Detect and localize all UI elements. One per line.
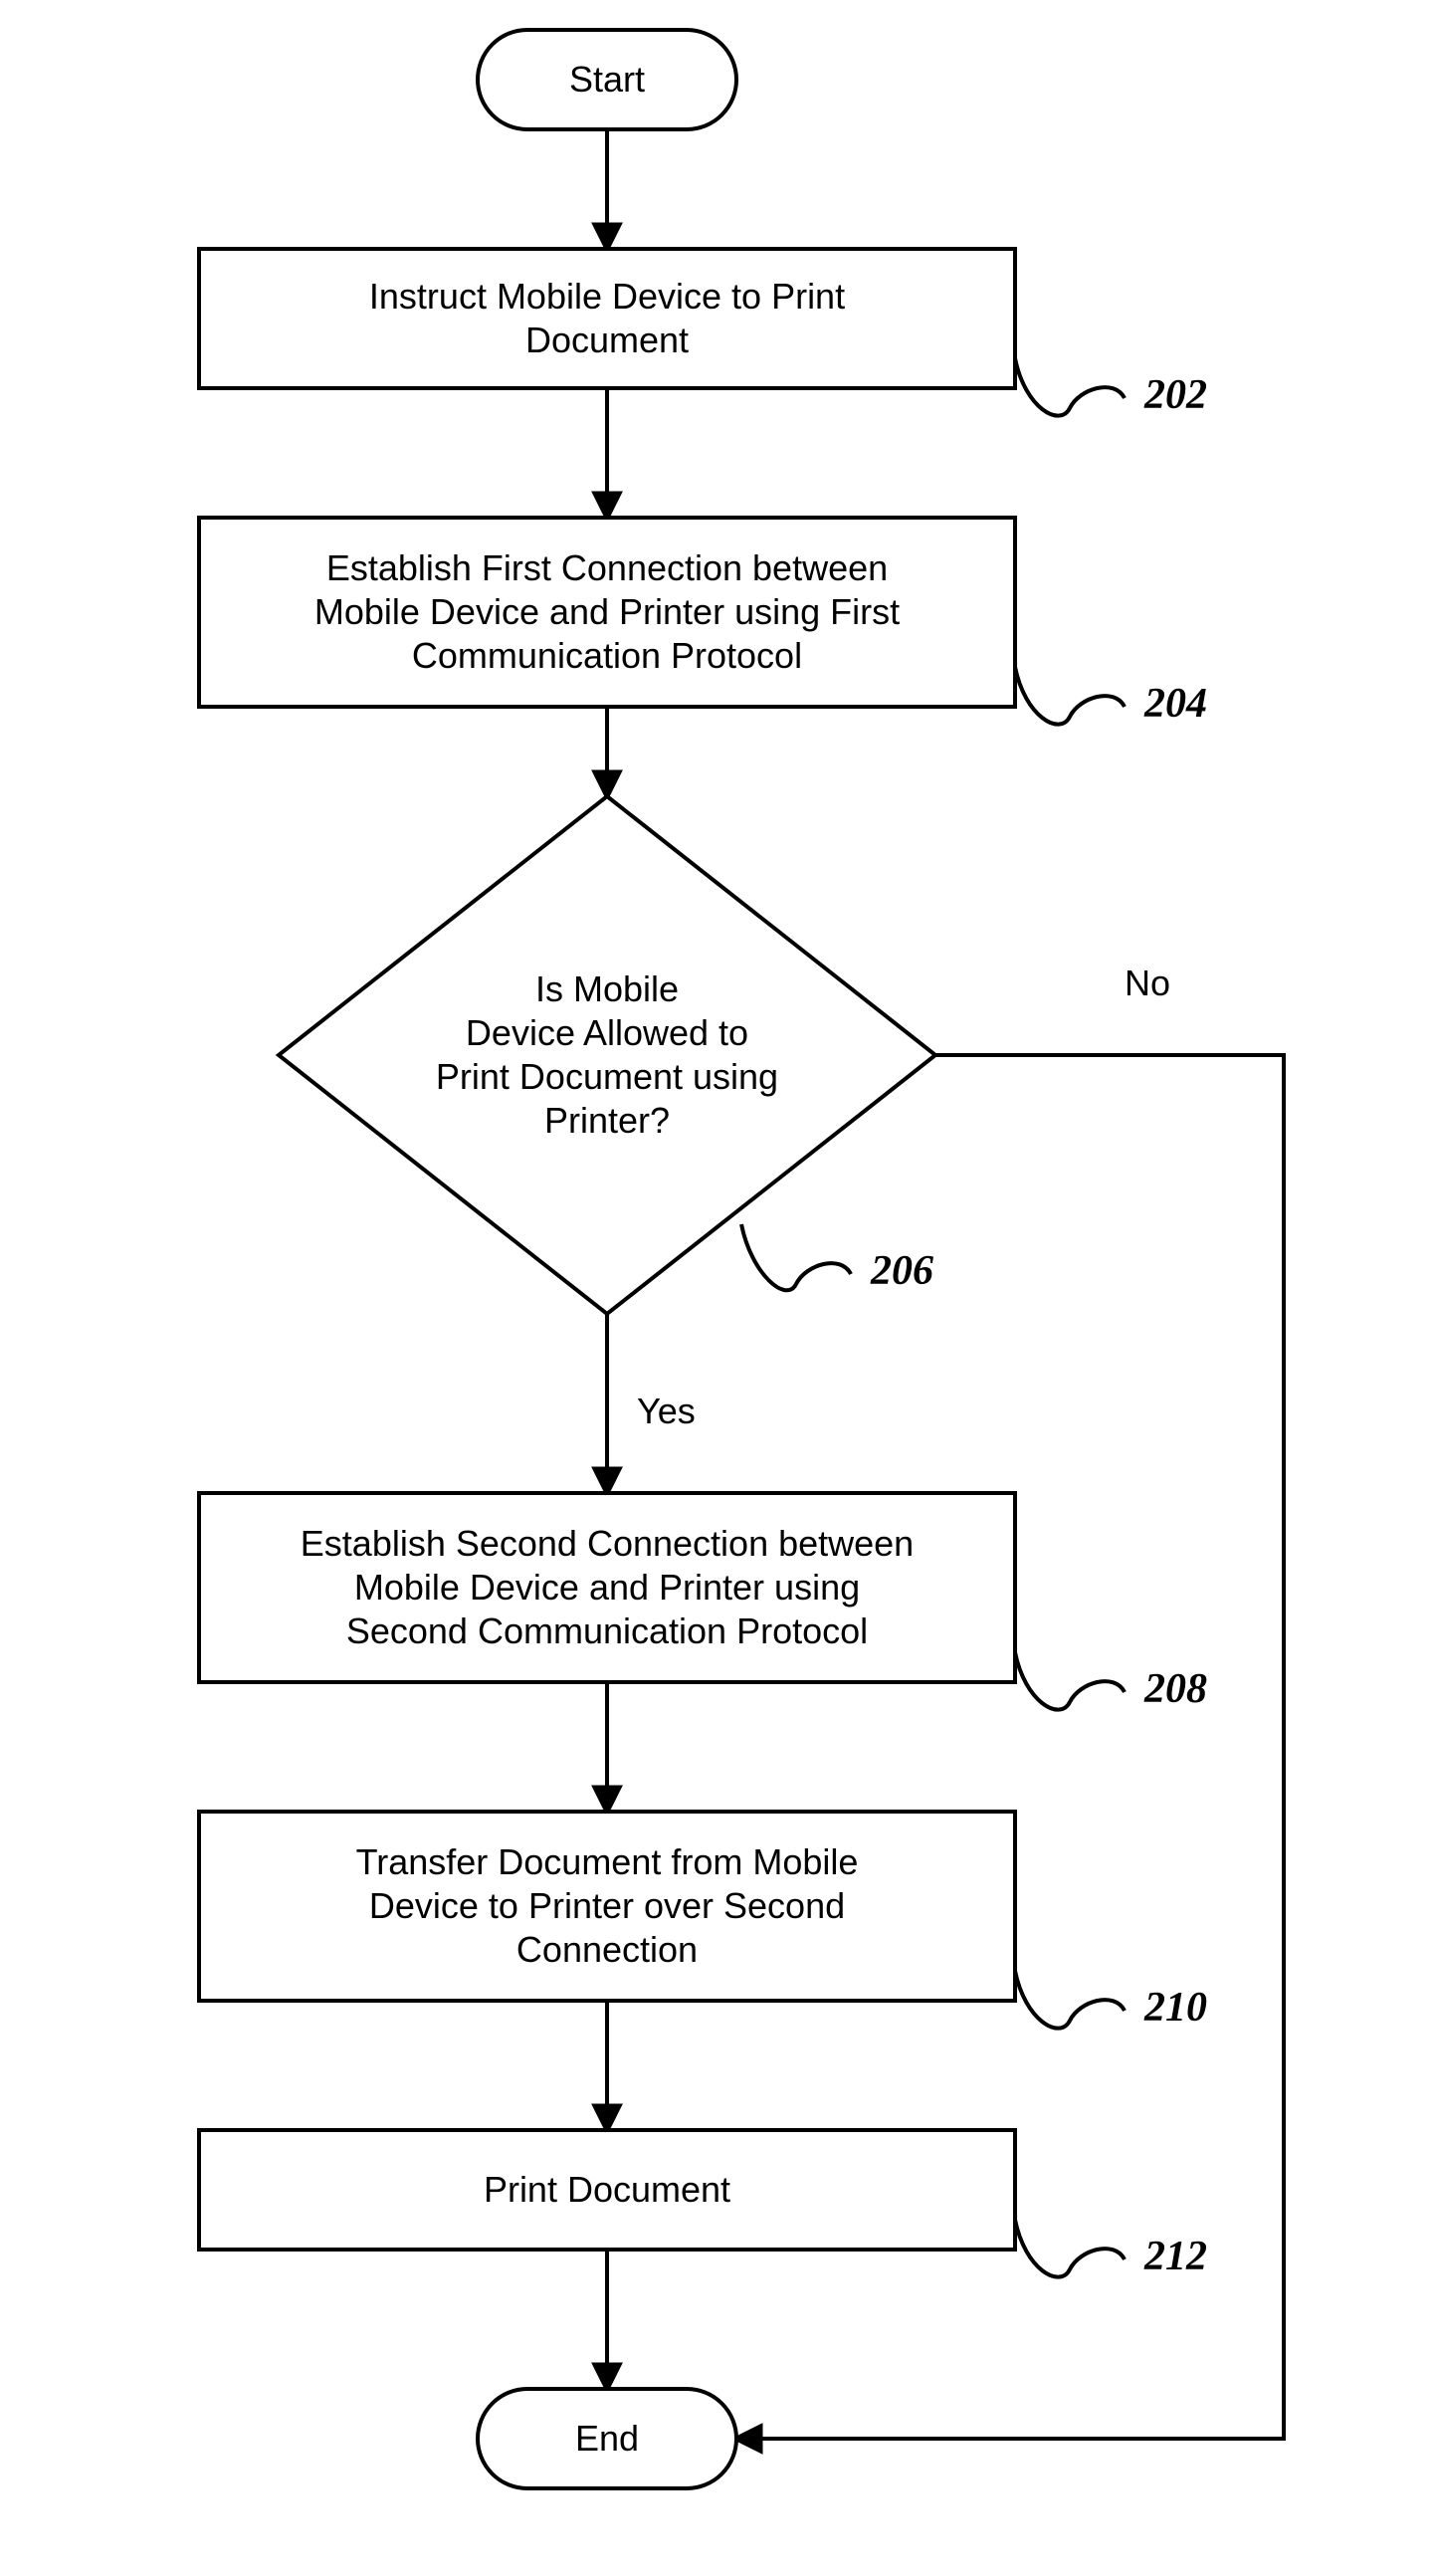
ref-connector — [1015, 358, 1125, 416]
ref-connector — [741, 1224, 851, 1290]
process-text-line: Connection — [516, 1929, 698, 1970]
ref-connector — [1015, 2220, 1125, 2277]
ref-number: 210 — [1143, 1985, 1207, 2031]
decision-text-line: Is Mobile — [535, 968, 679, 1009]
ref-connector — [1015, 1652, 1125, 1710]
process-text-line: Document — [525, 320, 689, 360]
process-text-line: Mobile Device and Printer using First — [314, 591, 900, 632]
node-end: End — [478, 2389, 736, 2488]
ref-connector — [1015, 667, 1125, 725]
ref-number: 206 — [870, 1248, 933, 1294]
ref-number: 202 — [1143, 372, 1207, 418]
node-start: Start — [478, 30, 736, 129]
decision-text-line: Print Document using — [436, 1056, 778, 1097]
node-n210: Transfer Document from MobileDevice to P… — [199, 1812, 1015, 2001]
process-text-line: Mobile Device and Printer using — [354, 1567, 860, 1608]
process-shape — [199, 249, 1015, 388]
decision-text-line: Printer? — [544, 1100, 670, 1141]
decision-shape — [279, 796, 935, 1314]
process-text-line: Print Document — [484, 2169, 730, 2210]
edge-label: No — [1125, 963, 1170, 1003]
node-n204: Establish First Connection betweenMobile… — [199, 518, 1015, 707]
process-text-line: Transfer Document from Mobile — [356, 1841, 859, 1882]
decision-text-line: Device Allowed to — [466, 1012, 748, 1053]
node-n208: Establish Second Connection betweenMobil… — [199, 1493, 1015, 1682]
ref-number: 204 — [1143, 681, 1207, 727]
ref-number: 208 — [1143, 1666, 1207, 1712]
terminator-label: Start — [569, 59, 645, 100]
process-text-line: Establish First Connection between — [326, 547, 888, 588]
edges: Yes No — [607, 129, 1284, 2439]
process-text-line: Communication Protocol — [412, 635, 802, 676]
process-text-line: Instruct Mobile Device to Print — [369, 276, 845, 317]
ref-number: 212 — [1143, 2234, 1207, 2279]
edge-label: Yes — [637, 1391, 696, 1431]
node-n212: Print Document — [199, 2130, 1015, 2250]
node-n202: Instruct Mobile Device to PrintDocument — [199, 249, 1015, 388]
process-text-line: Device to Printer over Second — [369, 1885, 845, 1926]
ref-connector — [1015, 1971, 1125, 2029]
terminator-label: End — [575, 2418, 639, 2459]
process-text-line: Establish Second Connection between — [301, 1523, 914, 1564]
node-n206: Is MobileDevice Allowed toPrint Document… — [279, 796, 935, 1314]
process-text-line: Second Communication Protocol — [346, 1610, 868, 1651]
